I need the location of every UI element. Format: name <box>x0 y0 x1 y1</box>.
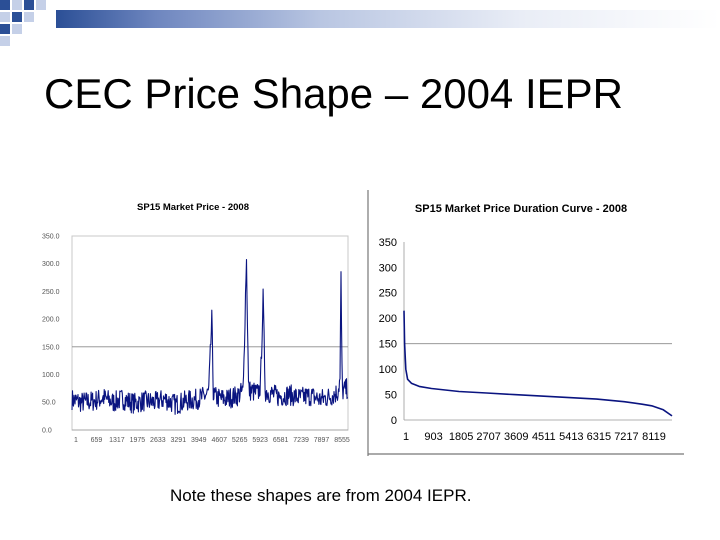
footnote: Note these shapes are from 2004 IEPR. <box>170 486 472 505</box>
y-tick-label: 200.0 <box>42 317 60 324</box>
series-line <box>71 258 349 415</box>
slide-title: CEC Price Shape – 2004 IEPR <box>44 70 623 117</box>
x-tick-label: 4607 <box>211 437 227 444</box>
chart-title: SP15 Market Price Duration Curve - 2008 <box>415 203 627 215</box>
y-tick-label: 150 <box>379 339 397 351</box>
y-tick-label: 250 <box>379 288 397 300</box>
chart-title: SP15 Market Price - 2008 <box>137 202 249 213</box>
y-tick-label: 350.0 <box>42 233 60 240</box>
x-tick-label: 7217 <box>614 431 638 443</box>
y-tick-label: 100.0 <box>42 372 60 379</box>
corner-square-decoration <box>0 0 46 46</box>
x-tick-label: 4511 <box>532 431 556 443</box>
duration-curve-chart: SP15 Market Price Duration Curve - 2008 3… <box>367 190 684 456</box>
x-tick-label: 6315 <box>587 431 611 443</box>
y-tick-label: 0.0 <box>42 427 52 434</box>
x-tick-label: 659 <box>91 437 103 444</box>
x-tick-label: 1317 <box>109 437 125 444</box>
y-tick-label: 50 <box>385 389 397 401</box>
y-tick-label: 0 <box>391 415 397 427</box>
y-tick-label: 300 <box>379 262 397 274</box>
x-tick-label: 3291 <box>171 437 187 444</box>
x-tick-label: 3949 <box>191 437 207 444</box>
y-tick-label: 250.0 <box>42 289 60 296</box>
title-gradient-band <box>56 10 720 28</box>
y-tick-label: 200 <box>379 313 397 325</box>
x-tick-label: 5413 <box>559 431 583 443</box>
x-tick-label: 3609 <box>504 431 528 443</box>
x-tick-label: 2707 <box>476 431 500 443</box>
y-tick-label: 350 <box>379 237 397 249</box>
x-tick-label: 2633 <box>150 437 166 444</box>
x-tick-label: 8555 <box>334 437 350 444</box>
x-tick-label: 1805 <box>449 431 473 443</box>
y-tick-label: 50.0 <box>42 400 56 407</box>
y-tick-label: 300.0 <box>42 261 60 268</box>
x-tick-label: 7239 <box>293 437 309 444</box>
x-tick-label: 5265 <box>232 437 248 444</box>
x-tick-label: 1 <box>74 437 78 444</box>
series-line <box>403 310 673 417</box>
x-tick-label: 1 <box>403 431 409 443</box>
x-tick-label: 5923 <box>252 437 268 444</box>
market-price-chart: SP15 Market Price - 2008 350.0 300.0 250.0 2… <box>42 202 350 444</box>
x-tick-label: 6581 <box>273 437 289 444</box>
x-tick-label: 903 <box>424 431 442 443</box>
x-tick-label: 1975 <box>130 437 146 444</box>
x-tick-label: 8119 <box>642 431 666 443</box>
x-tick-label: 7897 <box>314 437 330 444</box>
y-tick-label: 150.0 <box>42 344 60 351</box>
y-tick-label: 100 <box>379 364 397 376</box>
